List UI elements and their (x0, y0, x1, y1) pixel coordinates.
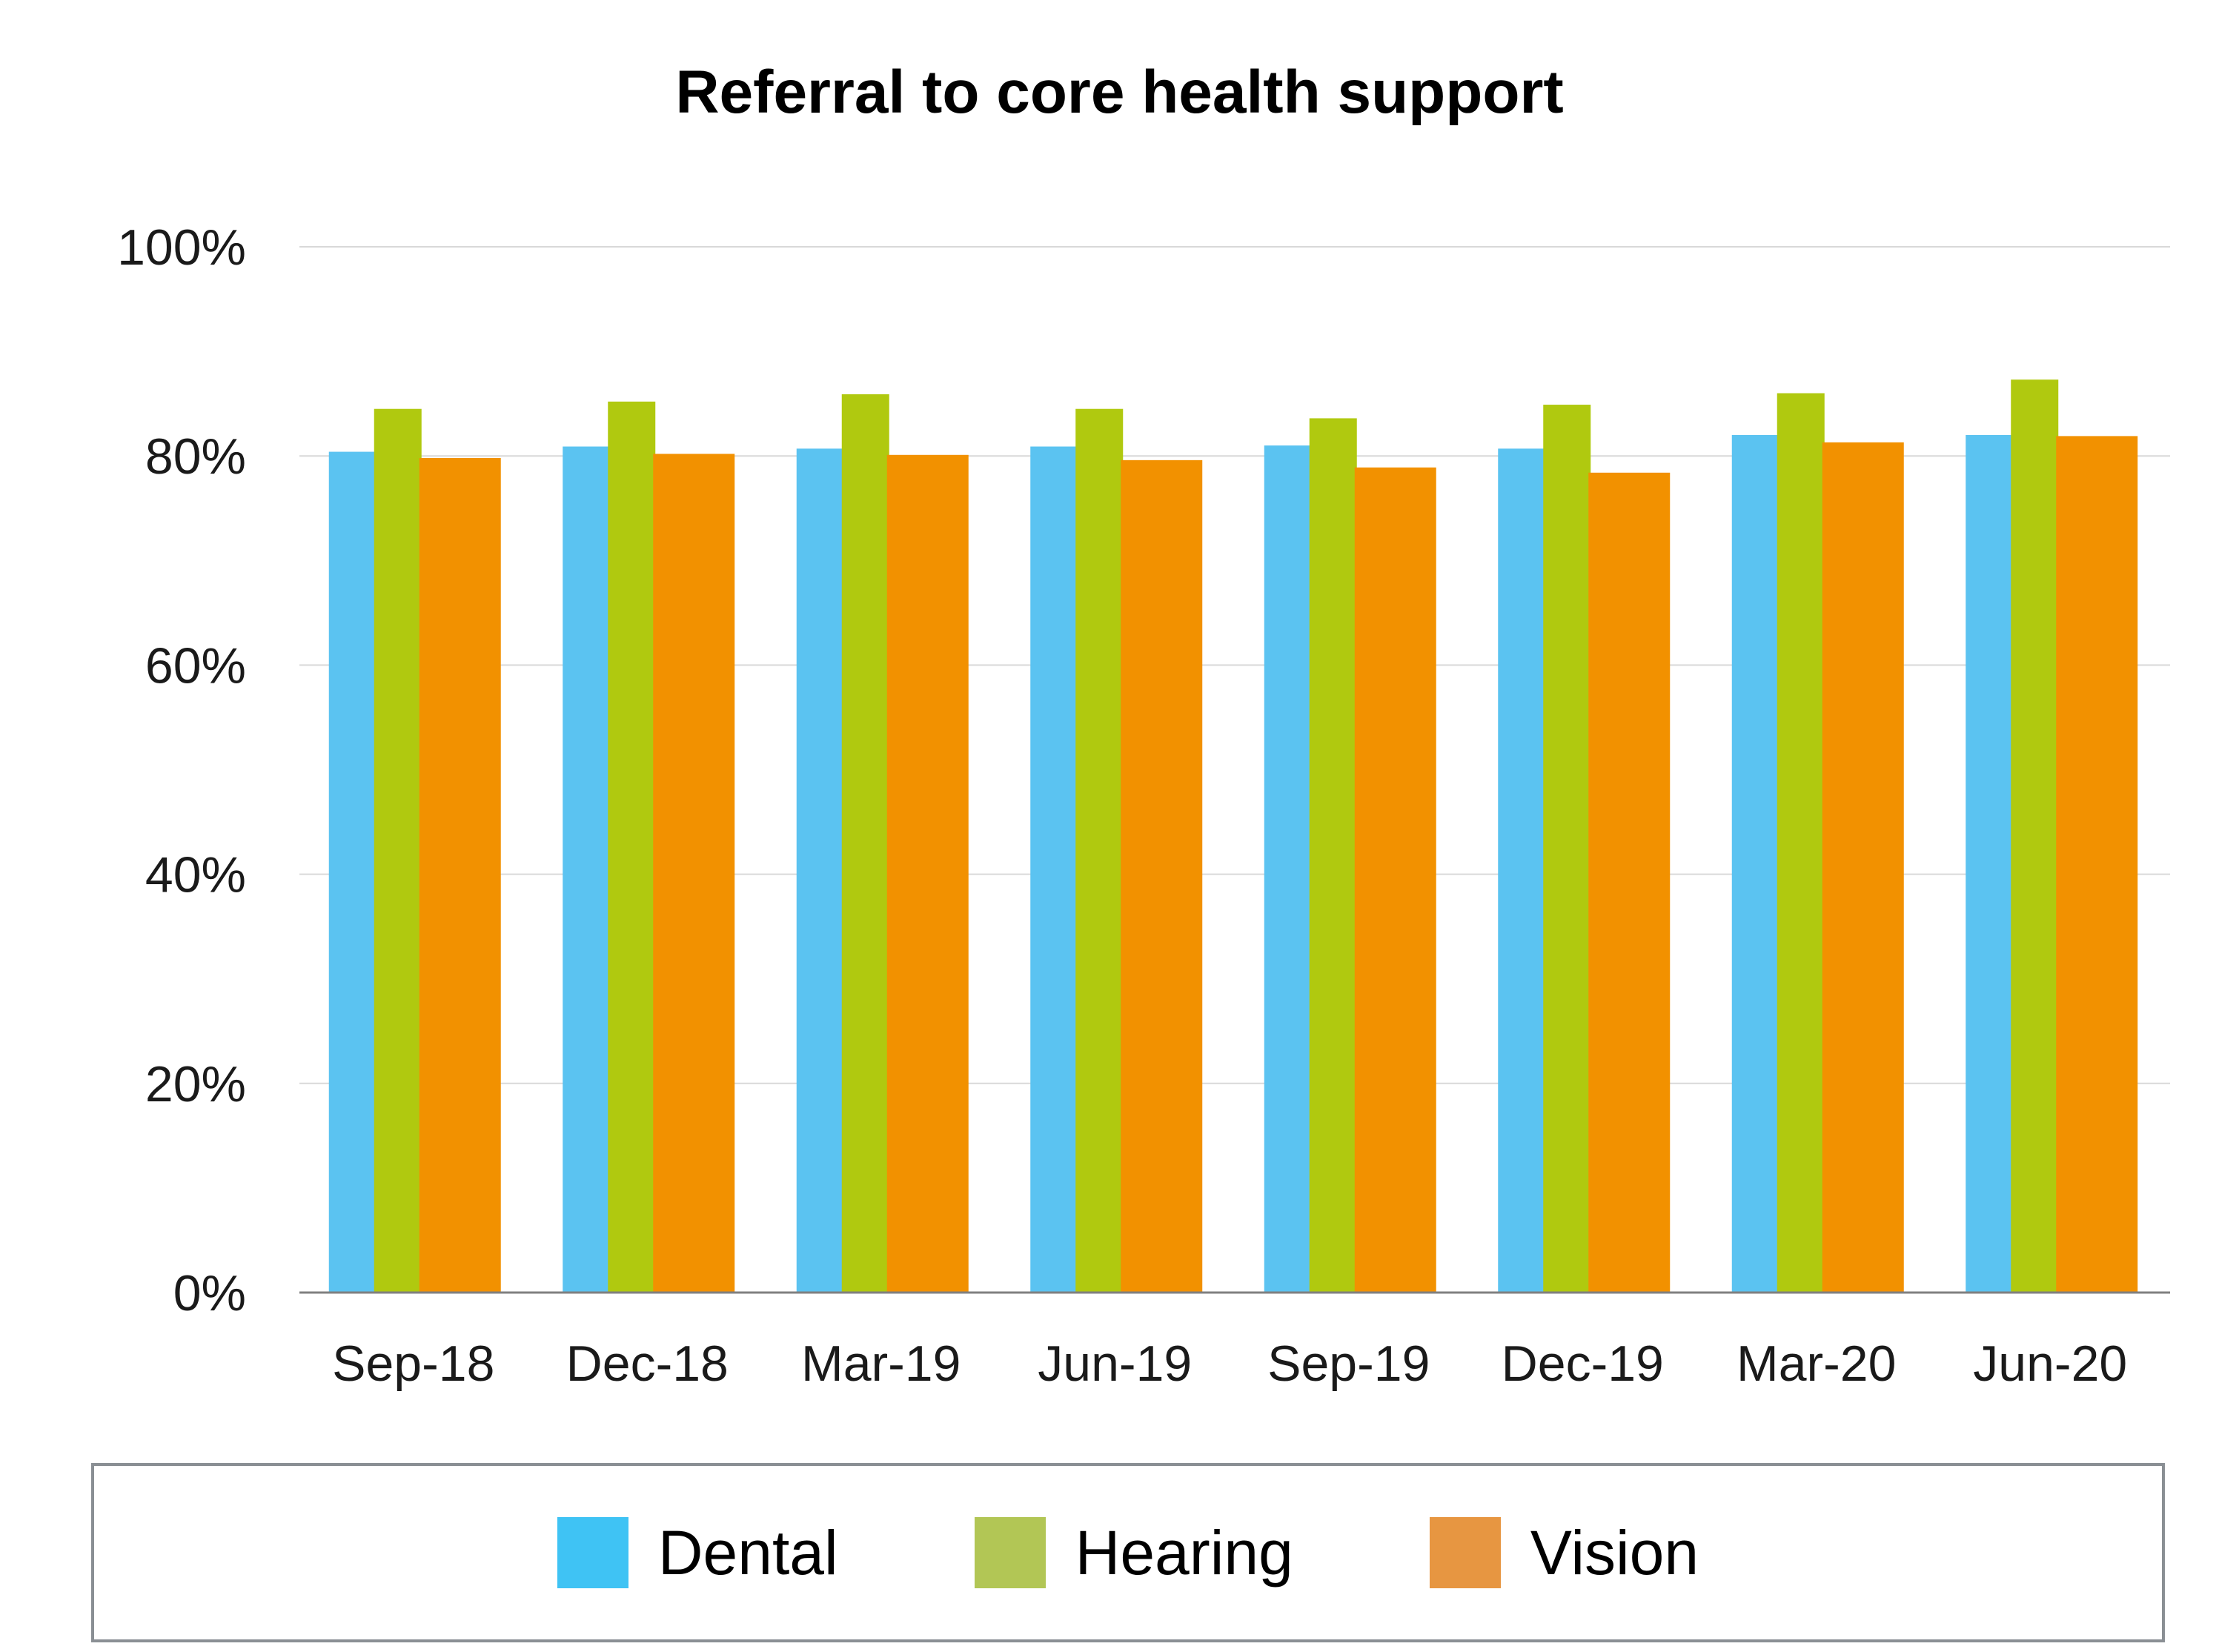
bar-vision-sep-19 (1354, 467, 1436, 1293)
legend-label-hearing: Hearing (1075, 1517, 1293, 1588)
bar-hearing-mar-20 (1777, 393, 1825, 1293)
bar-vision-dec-19 (1588, 472, 1671, 1293)
x-tick-label: Mar-19 (801, 1336, 961, 1392)
legend-label-dental: Dental (657, 1517, 838, 1588)
legend-item-dental: Dental (557, 1517, 838, 1589)
x-tick-label: Sep-19 (1267, 1336, 1430, 1392)
legend-swatch-dental (557, 1517, 628, 1588)
legend-item-vision: Vision (1429, 1517, 1699, 1589)
bar-hearing-sep-18 (374, 408, 422, 1293)
legend: Dental Hearing Vision (91, 1463, 2165, 1642)
y-tick-label: 20% (145, 1056, 246, 1112)
bar-hearing-jun-19 (1075, 408, 1124, 1293)
bar-vision-mar-20 (1822, 442, 1904, 1293)
bar-hearing-jun-20 (2011, 379, 2059, 1293)
bar-dental-sep-18 (328, 451, 378, 1293)
bar-dental-dec-18 (563, 446, 612, 1293)
bar-dental-sep-19 (1264, 445, 1313, 1293)
legend-label-vision: Vision (1530, 1517, 1699, 1588)
bar-hearing-mar-19 (841, 394, 889, 1293)
bar-hearing-sep-19 (1309, 418, 1357, 1293)
bar-vision-jun-19 (1121, 460, 1203, 1293)
x-tick-label: Sep-18 (332, 1336, 494, 1392)
legend-item-hearing: Hearing (974, 1517, 1293, 1589)
bar-vision-dec-18 (653, 454, 735, 1293)
x-tick-label: Jun-20 (1973, 1336, 2127, 1392)
bar-vision-sep-18 (419, 458, 501, 1293)
y-tick-labels: 0% 20% 40% 60% 80% 100% (117, 219, 246, 1321)
bar-dental-mar-19 (796, 448, 846, 1293)
x-tick-label: Jun-19 (1038, 1336, 1192, 1392)
bars (328, 379, 2138, 1293)
bar-vision-jun-20 (2056, 436, 2138, 1293)
y-tick-label: 0% (173, 1265, 246, 1321)
bar-hearing-dec-19 (1543, 405, 1591, 1293)
y-tick-label: 100% (117, 219, 246, 276)
bar-dental-dec-19 (1498, 448, 1548, 1293)
x-tick-labels: Sep-18 Dec-18 Mar-19 Jun-19 Sep-19 Dec-19 Mar-… (332, 1336, 2127, 1392)
bar-vision-mar-19 (886, 454, 969, 1293)
bar-dental-jun-19 (1030, 446, 1080, 1293)
x-tick-label: Dec-19 (1502, 1336, 1664, 1392)
y-tick-label: 80% (145, 428, 246, 485)
bar-hearing-dec-18 (608, 401, 656, 1293)
chart-title: Referral to core health support (675, 59, 1564, 126)
legend-swatch-hearing (974, 1517, 1046, 1588)
bar-dental-jun-20 (1966, 434, 2015, 1293)
legend-swatch-vision (1429, 1517, 1501, 1588)
bar-dental-mar-20 (1731, 434, 1781, 1293)
x-tick-label: Mar-20 (1737, 1336, 1896, 1392)
y-tick-label: 40% (145, 847, 246, 903)
x-tick-label: Dec-18 (566, 1336, 729, 1392)
y-tick-label: 60% (145, 637, 246, 694)
